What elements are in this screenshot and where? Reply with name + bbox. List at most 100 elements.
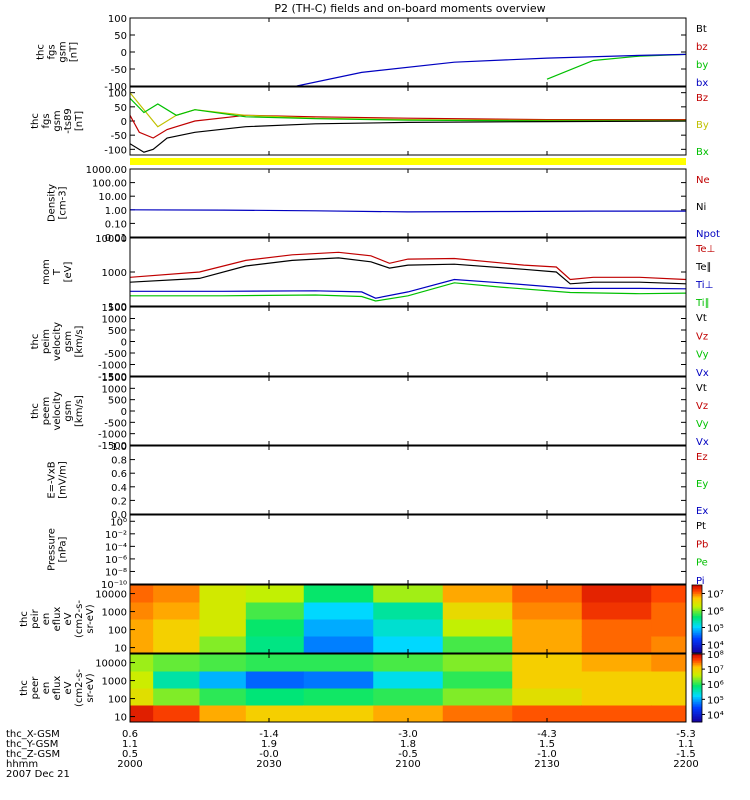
heatmap-cell	[199, 671, 247, 689]
legend-entry: Te∥	[695, 262, 712, 273]
heatmap-cell	[373, 602, 444, 620]
legend-entry: Npot	[696, 229, 720, 240]
legend-entry: Vz	[696, 401, 708, 412]
panel-fgs-ylabel-line: thc	[36, 44, 47, 60]
legend-entry: Pb	[696, 539, 708, 550]
colorbar-segment	[692, 598, 702, 601]
series-line-bx	[296, 53, 686, 86]
xaxis-row-label-x: thc_X-GSM	[6, 729, 60, 740]
heatmap-cell	[651, 688, 687, 706]
heatmap-cell	[512, 705, 583, 723]
colorbar-segment	[692, 688, 702, 691]
colorbar-segment	[692, 684, 702, 687]
panel-peir-ylabel-line: sr-eV)	[85, 604, 96, 633]
heatmap-cell	[581, 705, 652, 723]
y-tick-label: 10⁻⁶	[105, 555, 127, 566]
y-tick-label: -1500	[98, 372, 127, 383]
legend-entry: By	[696, 120, 709, 131]
panel-peim-ylabel-line: peim	[41, 329, 52, 354]
y-tick-label: -1000	[98, 361, 127, 372]
panel-temp-ylabel-line: T	[52, 268, 63, 276]
colorbar-tick-label: 10⁷	[707, 590, 724, 601]
panel-peer-ylabel-line: (cm2-s-	[74, 669, 85, 707]
panel-frame	[129, 17, 687, 87]
panel-peim-ylabel-line: velocity	[52, 322, 63, 361]
heatmap-cell	[245, 585, 305, 603]
y-tick-label: 1000	[102, 315, 127, 326]
colorbar-segment	[692, 625, 702, 628]
y-tick-label: 50	[114, 103, 127, 114]
y-tick-label: 500	[108, 396, 127, 407]
heatmap-cell	[245, 688, 305, 706]
panel-peer-ylabel-line: eflux	[52, 676, 63, 701]
heatmap-cell	[373, 705, 444, 723]
y-tick-label: 100	[108, 302, 127, 313]
heatmap-cell	[581, 654, 652, 672]
legend-entry: Vy	[696, 350, 709, 361]
xaxis-row-label-z: thc_Z-GSM	[6, 749, 60, 760]
y-tick-label: 10	[114, 644, 127, 655]
panel-peir-ylabel-line: eV	[63, 612, 74, 625]
heatmap-cell	[245, 619, 305, 637]
heatmap-cell	[512, 671, 583, 689]
legend-entry: Vy	[696, 419, 709, 430]
panel-frame	[129, 584, 687, 654]
heatmap-cell	[153, 619, 200, 637]
legend-entry: Ey	[696, 479, 708, 490]
heatmap-cell	[130, 654, 154, 672]
y-tick-label: 0.01	[105, 233, 127, 244]
heatmap-cell	[512, 602, 583, 620]
legend-entry: Pi	[696, 576, 705, 587]
xaxis-value: -3.0	[398, 729, 418, 740]
panel-frame	[129, 86, 687, 156]
y-tick-label: 1500	[102, 373, 127, 384]
heatmap-cell	[651, 602, 687, 620]
heatmap-cell	[442, 585, 513, 603]
xaxis-row-label-time: hhmm	[6, 759, 38, 770]
colorbar-segment	[692, 703, 702, 706]
heatmap-cell	[130, 602, 154, 620]
colorbar-tick-label: 10⁶	[707, 680, 724, 691]
colorbar-segment	[692, 595, 702, 598]
colorbar-segment	[692, 681, 702, 684]
legend-entry: Vz	[696, 331, 708, 342]
panel-peem-ylabel-line: gsm	[63, 400, 74, 421]
colorbar-segment	[692, 646, 702, 649]
colorbar-segment	[692, 691, 702, 694]
heatmap-cell	[581, 619, 652, 637]
colorbar-segment	[692, 686, 702, 689]
colorbar-segment	[692, 624, 702, 627]
colorbar-segment	[692, 612, 702, 615]
y-tick-label: 10.00	[98, 192, 127, 203]
y-tick-label: 0.4	[111, 483, 127, 494]
panel-peer-ylabel-line: eV	[63, 681, 74, 694]
colorbar-tick-label: 10⁶	[707, 607, 724, 618]
colorbar-segment	[692, 605, 702, 608]
colorbar-segment	[692, 664, 702, 667]
y-tick-label: 10000	[95, 659, 127, 670]
colorbar-segment	[692, 622, 702, 625]
y-tick-label: 10⁻⁴	[105, 542, 127, 553]
series-line-Te⊥	[130, 251, 686, 281]
colorbar-segment	[692, 610, 702, 613]
heatmap-cell	[245, 671, 305, 689]
heatmap-cell	[303, 688, 374, 706]
y-tick-label: 0	[121, 117, 127, 128]
heatmap-cell	[442, 602, 513, 620]
panel-frame	[129, 168, 687, 238]
heatmap-cell	[303, 585, 374, 603]
y-tick-label: -500	[104, 418, 127, 429]
colorbar-segment	[692, 698, 702, 701]
colorbar-segment	[692, 662, 702, 665]
xaxis-value: -1.0	[537, 749, 557, 760]
xaxis-value: 1.1	[122, 739, 138, 750]
colorbar-segment	[692, 706, 702, 709]
y-tick-label: -100	[104, 145, 127, 156]
colorbar-tick-label: 10⁸	[707, 650, 724, 661]
panel-peem-ylabel-line: velocity	[52, 391, 63, 430]
y-tick-label: 10⁻¹⁰	[101, 580, 127, 591]
panel-temp-ylabel-line: [eV]	[63, 262, 74, 283]
heatmap-cell	[245, 654, 305, 672]
plot-date: 2007 Dec 21	[6, 769, 70, 780]
